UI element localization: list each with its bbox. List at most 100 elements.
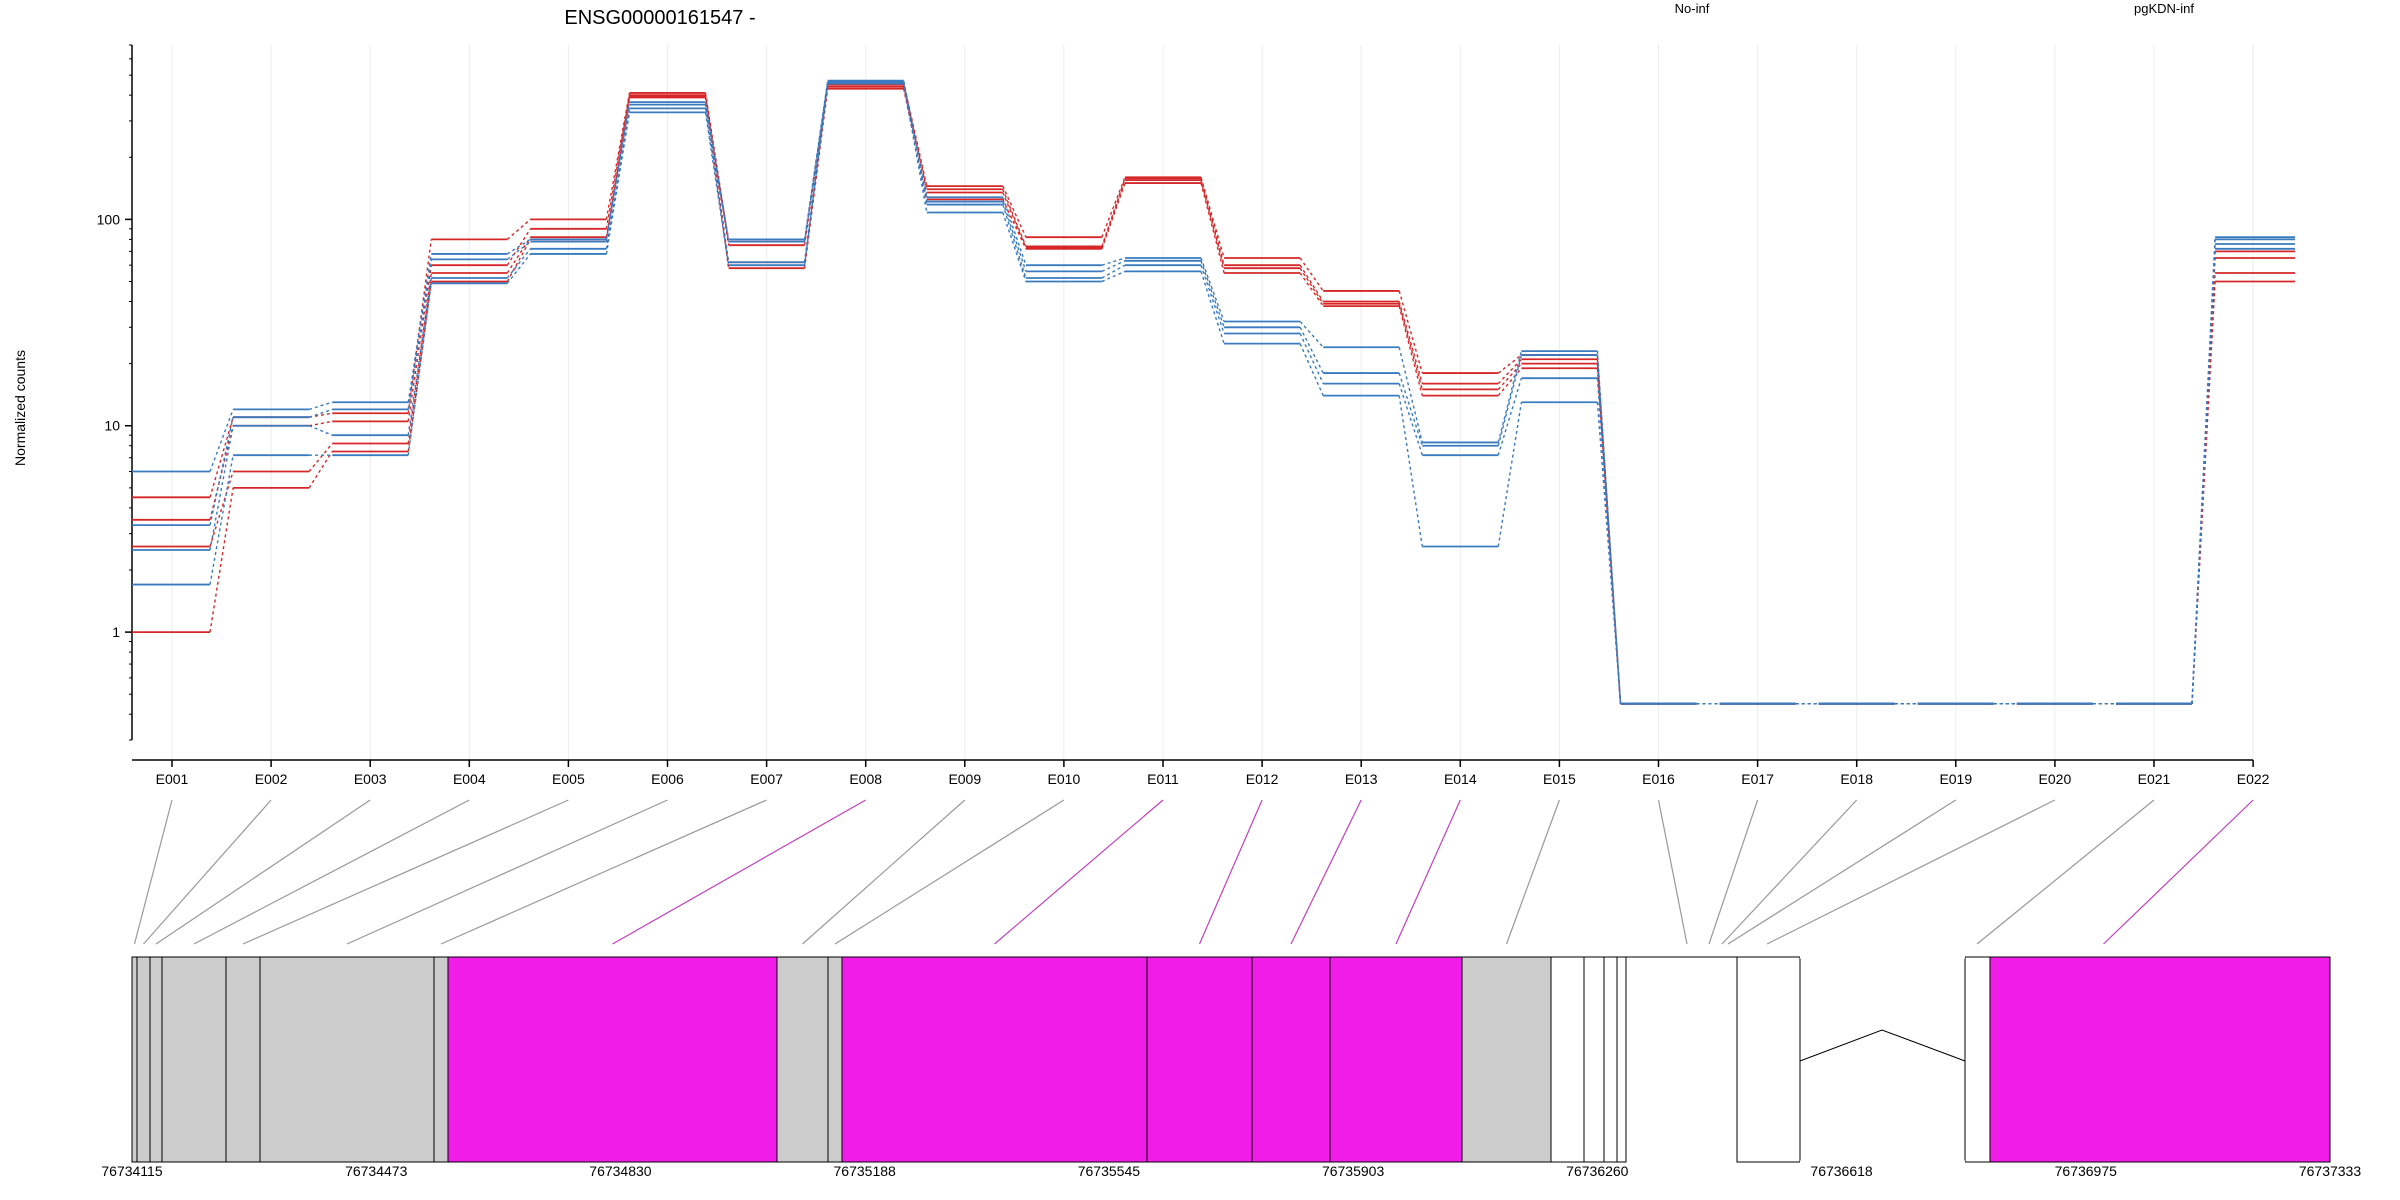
data-connector [1200, 257, 1225, 322]
data-connector [308, 451, 333, 489]
data-connector [1299, 264, 1324, 302]
data-connector [209, 455, 234, 585]
data-connector [1398, 347, 1423, 443]
data-connector [308, 443, 333, 472]
data-connector [209, 417, 234, 498]
x-tick-label: E011 [1147, 771, 1179, 787]
data-connector [1200, 264, 1225, 334]
exon-connector-line [612, 799, 866, 945]
x-gridlines [171, 45, 2254, 760]
series-No-inf-0 [132, 87, 2296, 705]
exon-connector-line [1727, 799, 1957, 945]
data-connector [506, 248, 531, 279]
x-tick-label: E017 [1741, 771, 1774, 787]
exon-connector-line [155, 799, 371, 945]
genomic-coordinate-label: 76736260 [1566, 1163, 1629, 1179]
data-connector [1002, 192, 1027, 248]
data-connector [704, 92, 730, 242]
data-connector [506, 239, 532, 282]
data-connector [1299, 267, 1324, 305]
data-connector [1200, 182, 1225, 274]
data-connector [1596, 355, 1622, 704]
data-connector [209, 471, 234, 547]
exon-connector-line [143, 799, 272, 945]
legend-label-no-inf: No-inf [1675, 1, 1710, 16]
data-connector [605, 104, 631, 242]
exon-connector-line [346, 799, 668, 945]
data-connector [803, 83, 829, 266]
exon-block [149, 956, 163, 1163]
exon-block [1329, 956, 1463, 1163]
series-No-inf-1 [132, 85, 2296, 705]
exon-block [447, 956, 778, 1163]
genomic-coordinate-label: 76735188 [834, 1163, 897, 1179]
x-tick-label: E003 [354, 771, 387, 787]
series-pgKDN-inf-7 [132, 79, 2296, 705]
exon-connector-line [1198, 799, 1263, 945]
series-pgKDN-inf-5 [132, 81, 2296, 705]
intron-caret [1799, 1029, 1966, 1062]
y-tick-label: 100 [97, 211, 121, 227]
x-tick-label: E008 [849, 771, 882, 787]
exon-connector-line [242, 799, 569, 945]
data-connector [605, 108, 631, 249]
x-tick-label: E016 [1642, 771, 1675, 787]
data-connector [506, 228, 531, 266]
data-connector [1101, 264, 1126, 279]
genomic-coordinate-label: 76736618 [1810, 1163, 1873, 1179]
exon-block [1989, 956, 2331, 1163]
data-connector [1497, 350, 1523, 443]
data-connector [1299, 257, 1324, 292]
x-tick-label: E002 [255, 771, 288, 787]
series-No-inf-3 [132, 81, 2296, 705]
x-tick-label: E006 [651, 771, 684, 787]
data-connector [1200, 178, 1225, 266]
exon-block [1550, 956, 1585, 1163]
data-connector [407, 281, 432, 452]
genomic-coordinate-label: 76734115 [101, 1163, 162, 1179]
gene-model: 76734115 76734473 76734830 76735188 76735545… [101, 955, 2361, 1179]
data-connector [903, 83, 928, 213]
x-tick-label: E021 [2138, 771, 2171, 787]
exon-connector-line [834, 799, 1065, 945]
data-connector [308, 408, 333, 418]
exon-block [827, 956, 843, 1163]
data-connector [1101, 270, 1126, 283]
exon-connectors [133, 799, 2254, 945]
data-connector [1101, 182, 1126, 250]
data-connector [1398, 305, 1423, 396]
exon-block [1964, 956, 1991, 1163]
x-tick-label: E022 [2237, 771, 2270, 787]
exon-block [136, 956, 151, 1163]
exon-block [1736, 956, 1801, 1163]
data-connector [803, 82, 829, 263]
data-connector [407, 253, 432, 403]
x-tick-label: E007 [750, 771, 783, 787]
series-lines [132, 79, 2296, 705]
data-connector [209, 417, 234, 526]
data-connector [209, 487, 234, 633]
exon-connector-line [2103, 799, 2254, 945]
exon-block [1603, 956, 1618, 1163]
x-tick-label: E015 [1543, 771, 1576, 787]
data-connector [605, 92, 631, 220]
exon-block [1146, 956, 1253, 1163]
data-connector [506, 236, 531, 274]
exon-block [433, 956, 449, 1163]
exon-block [131, 956, 138, 1163]
data-connector [1497, 354, 1523, 446]
data-connector [1398, 372, 1423, 446]
exon-block [1616, 956, 1627, 1163]
data-connector [1299, 326, 1324, 374]
exon-connector-line [1657, 799, 1688, 945]
data-connector [209, 425, 234, 551]
data-connector [704, 97, 730, 269]
data-connector [1002, 204, 1027, 279]
data-connector [1002, 201, 1027, 272]
x-tick-label: E020 [2039, 771, 2072, 787]
exon-block [1583, 956, 1605, 1163]
exon-connector-line [1766, 799, 2056, 945]
axes: 1 10 100 E001 E002 E003 E004 E005 E006 E007 E008 E0… [97, 44, 2270, 787]
x-tick-label: E004 [453, 771, 486, 787]
genomic-coordinate-label: 76736975 [2055, 1163, 2118, 1179]
